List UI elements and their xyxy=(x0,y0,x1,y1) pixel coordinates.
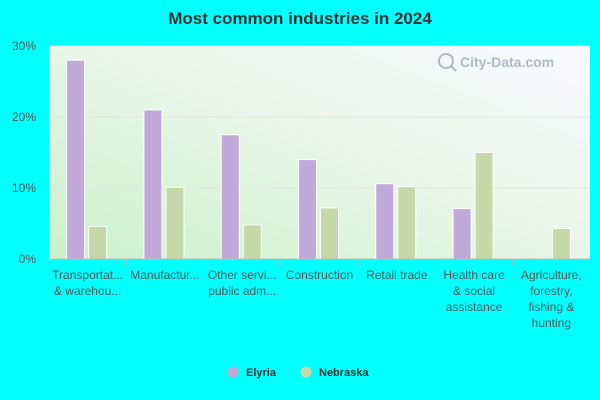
plot-area xyxy=(49,46,590,259)
legend-swatch-elyria xyxy=(227,366,239,378)
y-tick-label: 10% xyxy=(12,181,36,195)
x-tick-label: Health care & social assistance xyxy=(443,268,505,314)
chart-title: Most common industries in 2024 xyxy=(168,9,432,28)
bar-elyria-4 xyxy=(375,183,395,260)
bar-elyria-3 xyxy=(298,159,317,260)
x-axis: Transportat... & warehou... Manufactur... O… xyxy=(49,258,590,330)
bar-nebraska-5 xyxy=(474,152,494,260)
x-tick-label: Construction xyxy=(286,268,353,282)
legend-swatch-nebraska xyxy=(300,366,312,378)
bars xyxy=(66,59,571,260)
bar-elyria-0 xyxy=(66,59,86,260)
x-tick-label: Manufactur... xyxy=(130,268,199,282)
bar-elyria-1 xyxy=(143,109,163,260)
legend-label-elyria: Elyria xyxy=(246,367,277,379)
x-tick-label: Agriculture, forestry, fishing & hunting xyxy=(521,268,582,330)
bar-elyria-2 xyxy=(220,134,240,260)
x-tick-label: Transportat... & warehou... xyxy=(52,268,123,298)
legend-label-nebraska: Nebraska xyxy=(319,367,369,379)
bar-nebraska-1 xyxy=(165,186,185,260)
bar-nebraska-0 xyxy=(88,225,108,260)
bar-nebraska-2 xyxy=(242,224,262,260)
y-tick-label: 20% xyxy=(12,110,36,124)
x-tick-label: Retail trade xyxy=(366,268,428,282)
bar-elyria-5 xyxy=(452,208,472,260)
legend: Elyria Nebraska xyxy=(227,366,369,379)
bar-nebraska-6 xyxy=(551,227,571,260)
bar-nebraska-3 xyxy=(320,207,339,260)
y-tick-label: 0% xyxy=(19,252,37,266)
grid-lines xyxy=(49,45,590,189)
y-axis: 0% 10% 20% 30% xyxy=(12,39,36,266)
watermark: City-Data.com xyxy=(438,53,554,72)
bar-nebraska-4 xyxy=(397,186,417,260)
watermark-text: City-Data.com xyxy=(460,54,554,70)
x-tick-label: Other servi... public adm... xyxy=(208,268,277,298)
y-tick-label: 30% xyxy=(12,39,36,53)
